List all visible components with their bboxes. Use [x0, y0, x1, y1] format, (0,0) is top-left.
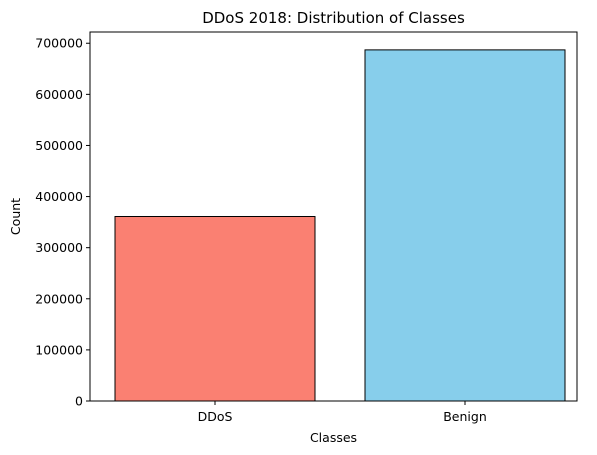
y-tick-label: 600000 — [35, 87, 83, 102]
chart-title: DDoS 2018: Distribution of Classes — [202, 9, 465, 27]
x-tick-label: DDoS — [198, 409, 233, 424]
x-tick-label: Benign — [443, 409, 487, 424]
y-tick-label: 200000 — [35, 291, 83, 306]
y-tick-label: 0 — [75, 394, 83, 409]
bar-benign — [364, 49, 566, 402]
bar-ddos — [114, 216, 316, 402]
plot-frame — [89, 31, 578, 402]
x-axis-ticks: DDoS Benign — [198, 401, 487, 424]
x-axis-label: Classes — [310, 430, 357, 445]
y-tick-label: 500000 — [35, 138, 83, 153]
y-tick-label: 700000 — [35, 36, 83, 51]
y-tick-label: 400000 — [35, 189, 83, 204]
bars-layer — [114, 49, 566, 402]
y-axis-ticks: 0 100000 200000 300000 400000 500000 600000 700… — [35, 36, 90, 409]
y-tick-label: 300000 — [35, 240, 83, 255]
y-axis-label: Count — [8, 198, 23, 235]
y-tick-label: 100000 — [35, 342, 83, 357]
